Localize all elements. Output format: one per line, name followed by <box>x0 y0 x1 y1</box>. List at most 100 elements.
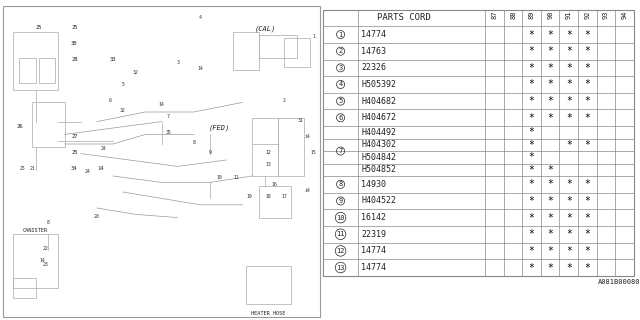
Text: *: * <box>584 96 590 106</box>
Text: 4: 4 <box>199 15 202 20</box>
Text: 89: 89 <box>529 11 534 19</box>
Text: *: * <box>529 165 534 175</box>
Text: 15: 15 <box>310 149 316 155</box>
Text: *: * <box>584 196 590 206</box>
Text: 4: 4 <box>339 82 342 87</box>
Text: *: * <box>547 229 553 239</box>
Text: *: * <box>529 79 534 90</box>
Text: 87: 87 <box>492 11 498 19</box>
Text: *: * <box>547 113 553 123</box>
Text: 28: 28 <box>71 57 77 62</box>
Text: *: * <box>529 246 534 256</box>
Text: *: * <box>547 29 553 40</box>
Text: 14: 14 <box>39 259 45 263</box>
Text: 24: 24 <box>100 146 106 151</box>
Text: A081B00080: A081B00080 <box>598 279 640 285</box>
Bar <box>246 266 291 304</box>
Text: 2: 2 <box>339 48 342 54</box>
Bar <box>39 58 55 83</box>
Text: (CAL): (CAL) <box>254 26 276 32</box>
Text: H504842: H504842 <box>361 153 396 162</box>
Text: 6: 6 <box>108 98 111 103</box>
Text: *: * <box>547 165 553 175</box>
Text: 32: 32 <box>120 108 125 113</box>
Bar <box>323 10 634 276</box>
Text: 33: 33 <box>110 57 116 62</box>
Text: 3: 3 <box>339 65 342 71</box>
Bar <box>32 102 65 147</box>
Text: 8: 8 <box>47 220 50 225</box>
Text: 7: 7 <box>166 114 170 119</box>
Text: 1: 1 <box>339 32 342 37</box>
Text: *: * <box>529 127 534 137</box>
Text: 34: 34 <box>71 166 77 171</box>
Text: H505392: H505392 <box>361 80 396 89</box>
Text: i4: i4 <box>304 134 310 139</box>
Bar <box>13 32 58 90</box>
Text: *: * <box>566 179 572 189</box>
Text: 20: 20 <box>94 214 100 219</box>
Text: *: * <box>547 63 553 73</box>
Text: i4: i4 <box>304 188 310 193</box>
Text: 7: 7 <box>339 148 342 154</box>
Text: *: * <box>529 212 534 223</box>
Text: *: * <box>584 262 590 273</box>
Text: *: * <box>529 229 534 239</box>
Text: *: * <box>547 212 553 223</box>
Text: 8: 8 <box>193 140 195 145</box>
Text: 25: 25 <box>71 149 77 155</box>
Bar <box>252 118 278 176</box>
Text: *: * <box>566 79 572 90</box>
Text: 14774: 14774 <box>361 30 386 39</box>
Text: *: * <box>529 46 534 56</box>
Text: 17: 17 <box>282 194 287 199</box>
Text: 24: 24 <box>84 169 90 174</box>
Text: 9: 9 <box>339 198 342 204</box>
Text: 14774: 14774 <box>361 246 386 255</box>
Text: H404522: H404522 <box>361 196 396 205</box>
Text: 13: 13 <box>337 265 345 270</box>
Text: *: * <box>584 212 590 223</box>
Text: 8: 8 <box>339 181 342 187</box>
Text: H404682: H404682 <box>361 97 396 106</box>
Bar <box>19 58 36 83</box>
Text: 25: 25 <box>71 25 77 30</box>
Text: 22: 22 <box>42 246 48 251</box>
Text: 9: 9 <box>209 149 211 155</box>
Text: *: * <box>584 179 590 189</box>
Text: 25: 25 <box>36 25 42 30</box>
Text: *: * <box>584 140 590 150</box>
Text: 16: 16 <box>272 181 278 187</box>
Bar <box>278 118 304 176</box>
Text: 12: 12 <box>266 149 271 155</box>
Text: *: * <box>529 179 534 189</box>
Text: *: * <box>566 96 572 106</box>
Text: 6: 6 <box>339 115 342 121</box>
Text: *: * <box>566 262 572 273</box>
Text: 5: 5 <box>122 82 124 87</box>
Text: *: * <box>584 46 590 56</box>
Text: 5: 5 <box>339 98 342 104</box>
Text: *: * <box>529 152 534 162</box>
Text: *: * <box>547 179 553 189</box>
Text: *: * <box>584 113 590 123</box>
Text: *: * <box>529 140 534 150</box>
Text: 10: 10 <box>217 175 223 180</box>
Text: 14930: 14930 <box>361 180 386 189</box>
Text: *: * <box>566 29 572 40</box>
Bar <box>259 186 291 218</box>
Text: 31: 31 <box>298 117 303 123</box>
Text: H404492: H404492 <box>361 128 396 137</box>
Text: 25: 25 <box>20 166 26 171</box>
Text: *: * <box>547 96 553 106</box>
Bar <box>13 278 36 298</box>
Bar <box>259 35 298 58</box>
Text: *: * <box>584 246 590 256</box>
Text: H504852: H504852 <box>361 165 396 174</box>
Text: 10: 10 <box>337 215 345 220</box>
Text: *: * <box>547 246 553 256</box>
Text: 11: 11 <box>337 231 345 237</box>
Text: 12: 12 <box>337 248 345 254</box>
Text: *: * <box>547 196 553 206</box>
Text: *: * <box>566 63 572 73</box>
